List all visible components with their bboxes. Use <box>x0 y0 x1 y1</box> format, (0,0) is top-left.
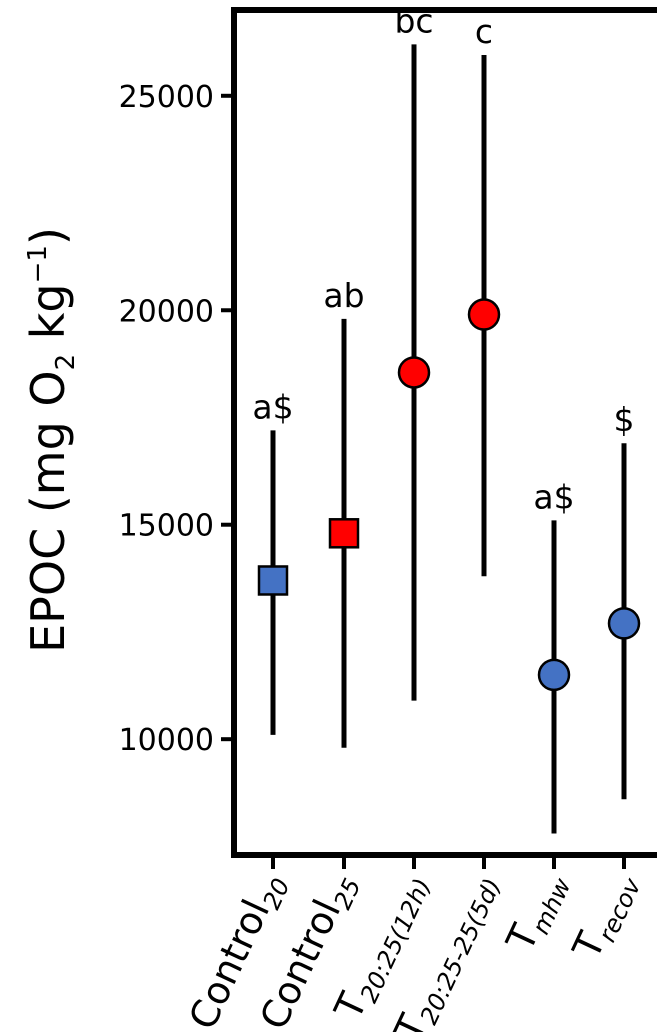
y-tick-label: 25000 <box>119 80 214 115</box>
data-point-circle <box>397 356 431 389</box>
significance-label: c <box>475 12 493 51</box>
data-point-circle <box>607 607 641 640</box>
y-tick-label: 15000 <box>119 509 214 544</box>
significance-label: a$ <box>533 477 574 516</box>
data-point-circle <box>537 658 571 692</box>
significance-label: ab <box>323 276 364 315</box>
significance-label: a$ <box>252 387 293 426</box>
error-bars <box>270 44 627 834</box>
category-label: Trecov <box>564 864 647 968</box>
y-tick-label: 20000 <box>119 294 214 329</box>
y-ticks: 10000 15000 20000 25000 <box>119 80 234 758</box>
y-tick-label: 10000 <box>119 723 214 758</box>
y-axis-label: EPOC (mg O2 kg−1) <box>21 227 81 653</box>
data-point-circle <box>467 298 501 331</box>
significance-labels: a$ ab bc c a$ $ <box>252 1 634 516</box>
data-point-square <box>328 518 360 549</box>
data-markers <box>257 298 641 692</box>
category-labels: Control20Control25T20:25(12h)T20:25-25(5… <box>180 864 647 1032</box>
significance-label: bc <box>394 1 433 40</box>
significance-label: $ <box>614 400 635 439</box>
data-point-square <box>257 565 289 596</box>
x-ticks <box>271 855 626 869</box>
